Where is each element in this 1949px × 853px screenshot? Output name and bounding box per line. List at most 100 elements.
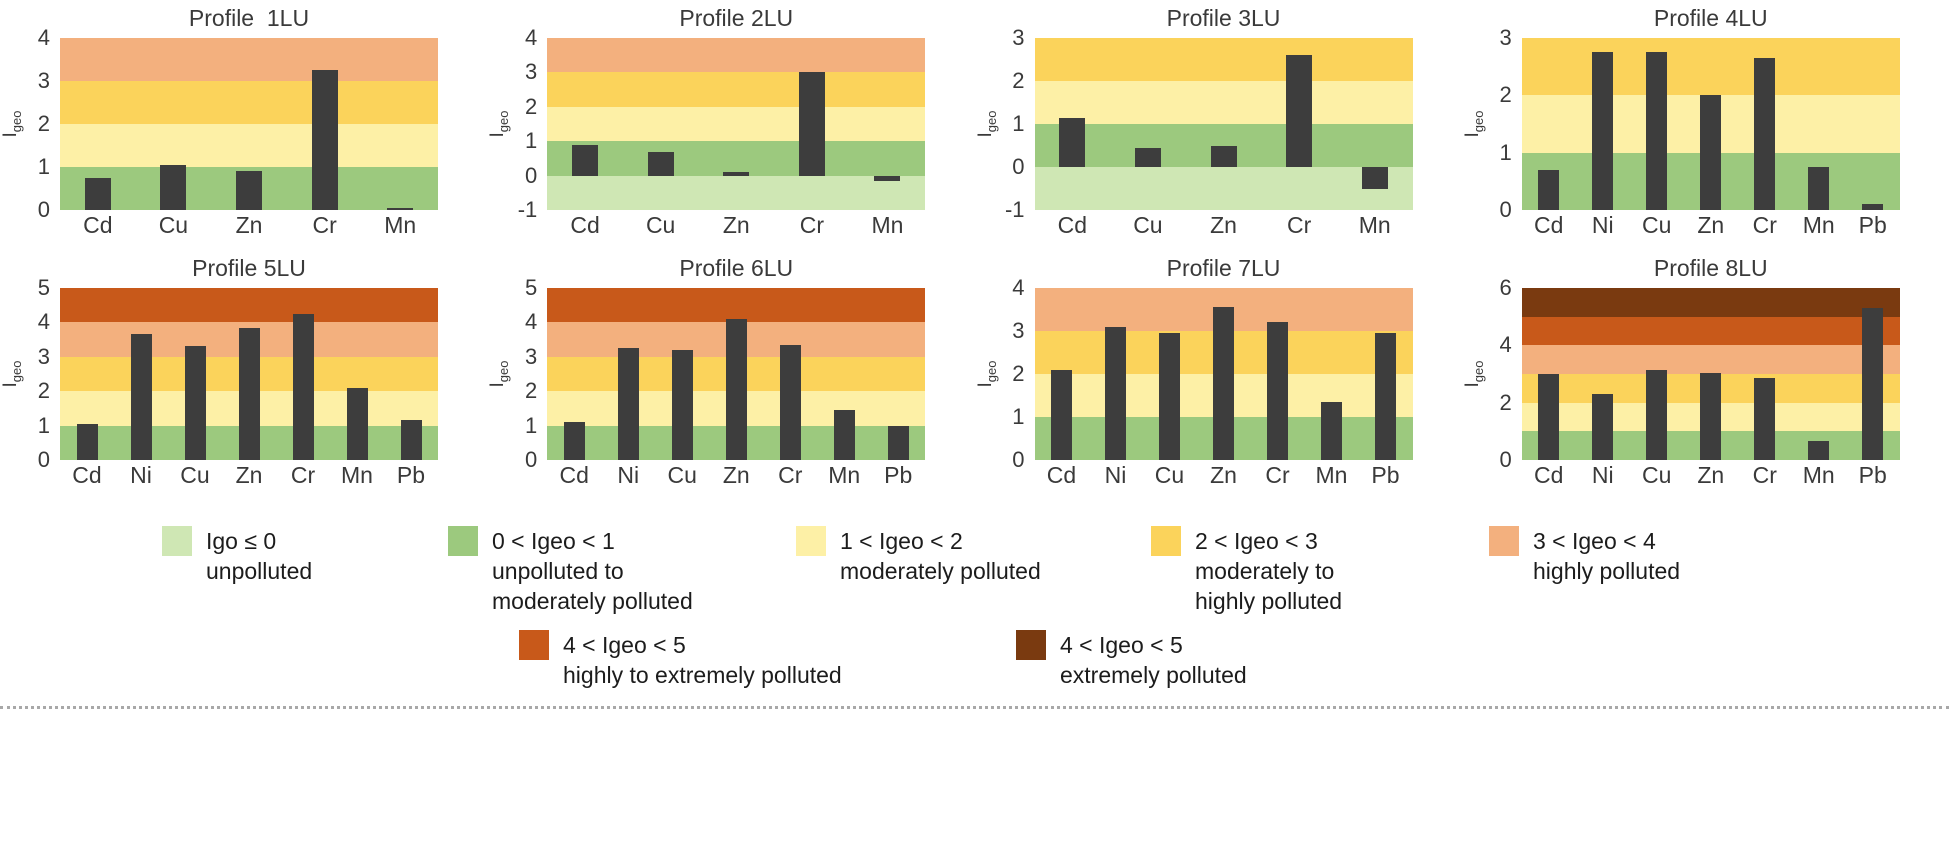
bar-pb	[1862, 204, 1884, 210]
bar-pb	[400, 420, 422, 460]
y-axis-label: Igeo	[487, 288, 511, 460]
y-axis-label-sub: geo	[983, 360, 999, 383]
legend-label: 3 < Igeo < 4 highly polluted	[1533, 526, 1680, 586]
pollution-band-yellow	[1521, 38, 1900, 96]
x-axis-labels: Cd Ni Cu Zn Cr Mn Pb	[1522, 462, 1900, 496]
chart-profile-2lu: Profile 2LU Igeo -1 0 1 2 3 4 Cd Cu Zn Cr Mn	[487, 0, 974, 250]
y-tick-label: 2	[1012, 68, 1025, 93]
pollution-band-orange_dark	[60, 288, 438, 323]
y-tick-label: 3	[525, 343, 538, 369]
bar-mn	[387, 207, 414, 210]
legend-line: moderately polluted	[840, 558, 1041, 584]
plot-area: Igeo 0 1 2 3 4 5	[0, 275, 438, 472]
x-tick-label: Ni	[617, 462, 640, 488]
bar-cd	[84, 177, 111, 210]
chart-title: Profile 6LU	[679, 255, 794, 281]
x-tick-label: Pb	[396, 462, 426, 488]
y-axis-label-main: I	[0, 382, 21, 388]
y-tick-label: 1	[525, 412, 538, 438]
plot-area: Igeo 0 2 4 6	[1462, 275, 1900, 472]
y-tick-label: 1	[1012, 404, 1025, 429]
chart-profile-8lu: Profile 8LU Igeo 0 2 4 6 Cd Ni Cu Zn Cr Mn Pb	[1462, 250, 1949, 500]
legend-row-2: 4 < Igeo < 5 highly to extremely polluted…	[0, 630, 1949, 702]
bar-zn	[725, 318, 747, 460]
x-tick-label: Zn	[722, 462, 750, 488]
x-tick-label: Mn	[341, 462, 373, 488]
plot-area: Igeo 0 1 2 3	[1462, 25, 1900, 222]
x-axis-labels: Cd Cu Zn Cr Mn	[547, 212, 925, 246]
y-axis-label-main: I	[487, 132, 509, 138]
x-tick-label: Pb	[1858, 462, 1887, 488]
legend-label: 4 < Igeo < 5 highly to extremely polluted	[563, 630, 842, 690]
chart-profile-6lu: Profile 6LU Igeo 0 1 2 3 4 5 Cd Ni Cu Zn Cr Mn Pb	[487, 250, 974, 500]
bar-ni	[1592, 52, 1614, 210]
bar-zn	[1210, 145, 1237, 167]
y-axis-label-main: I	[974, 382, 996, 388]
y-tick-label: 0	[525, 447, 538, 472]
y-tick-label: 2	[525, 378, 538, 404]
y-tick-label: 4	[1012, 275, 1025, 300]
y-tick-label: 4	[525, 309, 538, 335]
bar-pb	[887, 425, 909, 460]
y-axis-label-sub: geo	[1470, 110, 1486, 133]
plot-area: Igeo -1 0 1 2 3 4	[487, 25, 926, 222]
legend-swatch	[519, 630, 549, 660]
pollution-band-green	[547, 141, 926, 176]
x-tick-label: Cd	[1534, 212, 1564, 238]
x-tick-label: Zn	[235, 212, 263, 238]
legend-line: 2 < Igeo < 3	[1195, 528, 1318, 554]
x-tick-label: Cd	[1046, 462, 1077, 488]
y-axis-label-sub: geo	[8, 360, 24, 383]
y-tick-label: 2	[525, 93, 538, 119]
chart-title: Profile 4LU	[1653, 5, 1768, 31]
x-tick-label: Mn	[384, 212, 417, 238]
x-tick-label: Cu	[1154, 462, 1185, 488]
x-tick-label: Mn	[1358, 212, 1391, 238]
legend: Igo ≤ 0 unpolluted 0 < Igeo < 1 unpolluted …	[0, 500, 1949, 702]
legend-row-1: Igo ≤ 0 unpolluted 0 < Igeo < 1 unpolluted …	[0, 526, 1949, 630]
y-axis-label-main: I	[974, 132, 996, 138]
chart-profile-1lu: Profile 1LU Igeo 0 1 2 3 4 Cd Cu Zn Cr Mn	[0, 0, 487, 250]
bar-ni	[130, 334, 152, 460]
y-tick-label: 1	[37, 154, 50, 179]
legend-swatch	[1489, 526, 1519, 556]
y-axis-label: Igeo	[1462, 38, 1486, 210]
bar-mn	[1808, 441, 1830, 460]
bar-zn	[1700, 372, 1722, 460]
bar-cd	[76, 423, 98, 460]
bar-mn	[874, 175, 901, 181]
bar-cr	[292, 313, 314, 460]
x-tick-label: Mn	[871, 212, 904, 238]
legend-line: highly to extremely polluted	[563, 662, 842, 688]
chart-profile-5lu: Profile 5LU Igeo 0 1 2 3 4 5 Cd Ni Cu Zn Cr Mn Pb	[0, 250, 487, 500]
bar-zn	[238, 327, 260, 460]
x-tick-label: Cr	[1752, 212, 1777, 238]
x-tick-label: Zn	[1210, 212, 1237, 238]
bar-zn	[1213, 307, 1234, 460]
legend-line: moderately to	[1195, 558, 1335, 584]
legend-line: unpolluted to	[492, 558, 624, 584]
x-tick-label: Cd	[1057, 212, 1087, 238]
x-axis-labels: Cd Cu Zn Cr Mn	[1035, 212, 1413, 246]
y-axis-label-main: I	[0, 132, 21, 138]
bar-mn	[346, 387, 368, 460]
y-axis-label-main: I	[487, 382, 509, 388]
y-tick-label: 0	[1012, 447, 1025, 472]
legend-line: highly polluted	[1195, 588, 1343, 614]
bar-cd	[563, 422, 585, 460]
bar-zn	[723, 172, 750, 176]
y-axis-label-sub: geo	[8, 110, 24, 133]
bar-cd	[572, 144, 599, 176]
chart-title: Profile 7LU	[1166, 255, 1281, 281]
legend-line: extremely polluted	[1060, 662, 1247, 688]
pollution-band-brown	[1521, 288, 1900, 317]
bar-cu	[1159, 333, 1180, 460]
x-tick-label: Mn	[1802, 212, 1835, 238]
x-tick-label: Cu	[645, 212, 676, 238]
bar-cr	[779, 344, 801, 460]
y-tick-label: 0	[1499, 447, 1512, 472]
x-tick-label: Zn	[1697, 212, 1725, 238]
y-axis-label: Igeo	[974, 288, 999, 460]
x-tick-label: Pb	[1371, 462, 1400, 488]
